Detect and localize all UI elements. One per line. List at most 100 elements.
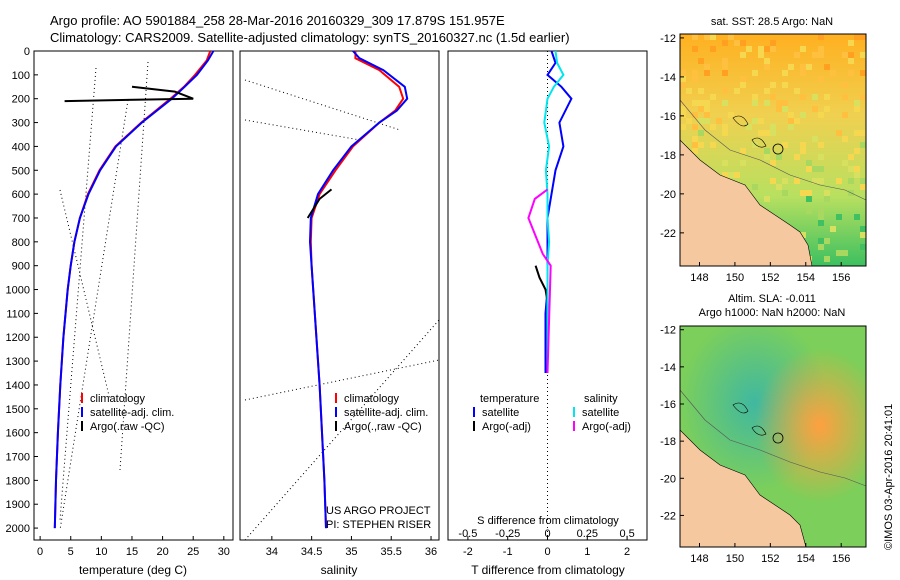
difference-xlabel-top: S difference from climatology xyxy=(477,515,619,527)
sst-pixel xyxy=(830,226,836,232)
sst-pixel xyxy=(848,178,854,184)
sst-pixel xyxy=(722,58,728,64)
sst-pixel xyxy=(788,64,794,70)
depth-tick-label: 1100 xyxy=(6,308,30,320)
sst-pixel xyxy=(758,130,764,136)
t-series-argo xyxy=(64,85,194,103)
sla-argo-marker xyxy=(772,432,784,444)
sst-xtick-label: 152 xyxy=(761,272,779,284)
sla-ytick-label: -16 xyxy=(660,399,676,411)
s-dotted-trace xyxy=(244,119,361,141)
sst-pixel xyxy=(698,58,704,64)
t-series-satellite-adj-clim- xyxy=(53,50,215,529)
sst-ytick-label: -16 xyxy=(660,111,676,123)
sst-pixel xyxy=(854,34,860,40)
sal-legend-label-climatology: climatology xyxy=(344,393,400,405)
sst-pixel xyxy=(776,100,782,106)
sst-pixel xyxy=(680,106,686,112)
t-dotted-trace xyxy=(59,99,129,531)
sst-pixel xyxy=(818,220,824,226)
s-dotted-trace xyxy=(244,79,401,131)
sst-pixel xyxy=(818,244,824,250)
s-xtick-label: 34 xyxy=(266,546,278,558)
sla-map: Altim. SLA: -0.011 Argo h1000: NaN h2000… xyxy=(660,293,867,565)
sal-legend-label-argo: Argo(.,raw -QC) xyxy=(344,421,422,433)
sst-pixel xyxy=(722,124,728,130)
sst-pixel xyxy=(686,88,692,94)
sst-pixel xyxy=(692,100,698,106)
depth-tick-label: 1500 xyxy=(6,404,30,416)
d-xtick-top-label: -0.25 xyxy=(495,528,520,540)
sst-pixel xyxy=(860,52,866,58)
sst-pixel xyxy=(686,118,692,124)
sst-pixel xyxy=(788,112,794,118)
sst-pixel xyxy=(692,124,698,130)
sla-ytick-label: -18 xyxy=(660,436,676,448)
sst-pixel xyxy=(746,124,752,130)
sst-pixel xyxy=(842,112,848,118)
t-xtick-label: 0 xyxy=(37,546,43,558)
sst-pixel xyxy=(860,178,866,184)
sst-pixel xyxy=(782,178,788,184)
sst-pixel xyxy=(698,142,704,148)
sst-pixel xyxy=(818,46,824,52)
sst-pixel xyxy=(818,76,824,82)
sst-pixel xyxy=(764,130,770,136)
sst-pixel xyxy=(860,94,866,100)
sst-pixel xyxy=(734,88,740,94)
sst-pixel xyxy=(842,94,848,100)
sla-isobath xyxy=(679,389,867,487)
sst-pixel xyxy=(824,64,830,70)
sst-pixel xyxy=(818,166,824,172)
temperature-panel: 0 5 10 15 20 25 30 0 100 200 300 400 500 600 700 800 90… xyxy=(6,46,234,577)
legend-label-climatology: climatology xyxy=(90,393,146,405)
sst-pixel xyxy=(692,70,698,76)
sst-pixel xyxy=(812,94,818,100)
sst-pixel xyxy=(800,142,806,148)
sst-pixel xyxy=(770,46,776,52)
sst-pixel xyxy=(722,130,728,136)
sst-pixel xyxy=(692,142,698,148)
sst-pixel xyxy=(824,190,830,196)
sst-pixel xyxy=(764,100,770,106)
sst-pixel xyxy=(806,196,812,202)
sst-pixel xyxy=(752,184,758,190)
sst-pixel xyxy=(692,112,698,118)
d-xtick-label: 1 xyxy=(584,546,590,558)
sst-pixel xyxy=(818,208,824,214)
sst-pixel xyxy=(842,52,848,58)
depth-tick-label: 100 xyxy=(12,70,30,82)
sst-pixel xyxy=(734,40,740,46)
sst-pixel xyxy=(860,130,866,136)
legend-label-argo: Argo(.raw -QC) xyxy=(90,421,165,433)
diff-legend-label-s-sat: satellite xyxy=(582,407,619,419)
sst-frame xyxy=(679,33,867,267)
credit-label: ©IMOS 03-Apr-2016 20:41:01 xyxy=(883,404,895,550)
sst-pixel xyxy=(794,88,800,94)
sst-pixel xyxy=(782,70,788,76)
sst-ytick-label: -14 xyxy=(660,72,676,84)
sst-pixel xyxy=(764,148,770,154)
d-xtick-label: 2 xyxy=(624,546,630,558)
sst-pixel xyxy=(800,46,806,52)
sst-xtick-label: 154 xyxy=(797,272,815,284)
sst-pixel xyxy=(818,154,824,160)
s-xtick-label: 35 xyxy=(345,546,357,558)
s-dotted-trace xyxy=(244,319,440,541)
sst-pixel xyxy=(704,100,710,106)
sst-pixel xyxy=(692,34,698,40)
sst-pixel xyxy=(806,208,812,214)
sst-pixel xyxy=(818,142,824,148)
sst-pixel xyxy=(680,124,686,130)
depth-tick-label: 500 xyxy=(12,165,30,177)
s-series-climatology xyxy=(309,51,405,529)
sst-pixel xyxy=(722,40,728,46)
sst-pixel xyxy=(776,106,782,112)
sst-pixel xyxy=(692,136,698,142)
sst-pixel xyxy=(842,136,848,142)
sst-xtick-label: 156 xyxy=(832,272,850,284)
s-dotted-trace xyxy=(244,359,440,401)
sst-pixel xyxy=(842,82,848,88)
sst-pixel xyxy=(812,178,818,184)
sst-pixel xyxy=(716,118,722,124)
